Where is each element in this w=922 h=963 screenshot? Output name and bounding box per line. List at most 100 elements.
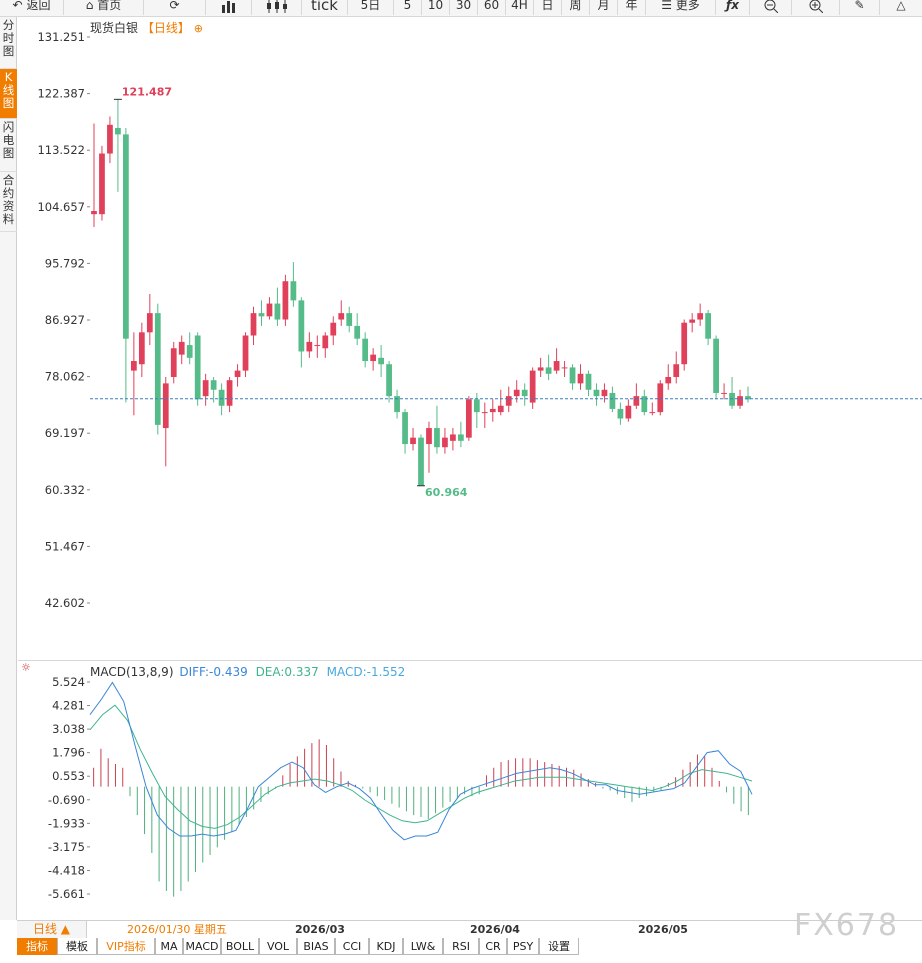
candle-body (91, 210, 97, 215)
candle-body (362, 338, 369, 362)
tab-lwr[interactable]: LW& (403, 938, 443, 955)
candle-body (354, 325, 361, 339)
price-tick-label: 78.062 (45, 370, 85, 384)
date-label-apr: 2026/04 (470, 923, 520, 936)
macd-diff-value: DIFF:-0.439 (179, 665, 248, 679)
left-sidebar: 分时图 K线图 闪电图 合约资料 (0, 17, 17, 920)
tab-kdj[interactable]: KDJ (369, 938, 403, 955)
tab-psy[interactable]: PSY (507, 938, 539, 955)
tab-settings[interactable]: 设置 (539, 938, 579, 955)
period-10min[interactable]: 10 (422, 0, 450, 15)
period-5min[interactable]: 5 (394, 0, 422, 15)
menu-icon: ☰ (661, 0, 672, 12)
period-week[interactable]: 周 (562, 0, 590, 15)
candle-body (99, 153, 105, 215)
high-price-label: 121.487 (122, 85, 172, 98)
candle-body (298, 300, 305, 352)
main-chart-area: 131.251 122.387 113.522 104.657 95.792 86.927… (37, 30, 922, 610)
sidebar-item-kline[interactable]: K线图 (0, 69, 17, 119)
more-button[interactable]: ☰ 更多 (646, 0, 716, 15)
candle-body (553, 361, 560, 371)
indicator-tabs: 指标 模板 VIP指标 MA MACD BOLL VOL BIAS CCI KD… (17, 938, 922, 955)
candle-body (585, 373, 592, 390)
tab-boll[interactable]: BOLL (221, 938, 259, 955)
price-tick-label: 131.251 (37, 30, 85, 44)
home-button[interactable]: ⌂ 首页 (64, 0, 144, 15)
back-button[interactable]: ↶ 返回 (0, 0, 64, 15)
tab-indicator[interactable]: 指标 (17, 938, 57, 955)
candle-body (737, 396, 743, 406)
macd-settings-icon[interactable]: ☼ (21, 661, 31, 674)
tab-cci[interactable]: CCI (335, 938, 369, 955)
candle-body (497, 405, 504, 413)
candle-body (545, 367, 552, 374)
period-day[interactable]: 日 (534, 0, 562, 15)
candle-body (162, 383, 169, 429)
period-5day[interactable]: 5日 (348, 0, 394, 15)
candle-body (314, 345, 321, 347)
tick-button[interactable]: tick (302, 0, 348, 15)
candle-body (138, 332, 145, 365)
sidebar-item-flash[interactable]: 闪电图 (0, 119, 17, 172)
candle-body (107, 124, 113, 154)
period-label: 【日线】 (141, 21, 190, 35)
candle-body (513, 389, 520, 397)
back-arrow-icon: ↶ (12, 0, 23, 12)
line-tool-button[interactable]: △ (880, 0, 922, 15)
sidebar-item-contract-info[interactable]: 合约资料 (0, 172, 17, 232)
candlestick-icon (266, 0, 287, 13)
candle-body (681, 322, 688, 365)
price-tick-label: 42.602 (45, 596, 85, 610)
tab-ma[interactable]: MA (155, 938, 183, 955)
macd-tick-label: 4.281 (52, 699, 85, 713)
tab-vol[interactable]: VOL (259, 938, 297, 955)
period-year[interactable]: 年 (618, 0, 646, 15)
candle-body (402, 412, 408, 445)
candle-body (529, 370, 536, 403)
candle-body (673, 364, 680, 377)
macd-header: MACD(13,8,9) DIFF:-0.439 DEA:0.337 MACD:… (90, 665, 405, 679)
candle-body (458, 434, 464, 441)
price-tick-label: 51.467 (45, 539, 85, 553)
candle-style-button[interactable] (252, 0, 302, 15)
chart-type-button[interactable] (206, 0, 252, 15)
candle-body (505, 396, 512, 406)
refresh-button[interactable]: ⟳ (144, 0, 206, 15)
candle-body (569, 367, 576, 384)
macd-tick-label: -3.175 (48, 840, 85, 854)
refresh-icon: ⟳ (169, 0, 180, 12)
candle-body (234, 370, 241, 377)
draw-button[interactable]: ✎ (840, 0, 880, 15)
candle-body (330, 322, 337, 336)
candle-body (306, 341, 313, 352)
candle-body (258, 313, 265, 317)
tab-template[interactable]: 模板 (57, 938, 97, 955)
zoom-in-button[interactable] (792, 0, 840, 15)
top-toolbar: ↶ 返回 ⌂ 首页 ⟳ tick 5日 5 10 30 60 4H 日 周 月 … (0, 0, 922, 17)
candle-body (202, 380, 209, 397)
candle-body (370, 354, 377, 362)
sidebar-item-timeshare[interactable]: 分时图 (0, 17, 17, 69)
tab-rsi[interactable]: RSI (443, 938, 479, 955)
tab-vip-indicator[interactable]: VIP指标 (97, 938, 155, 955)
candle-body (210, 380, 217, 390)
add-compare-icon[interactable]: ⊕ (193, 22, 203, 35)
function-button[interactable]: ƒx (716, 0, 750, 15)
period-select[interactable]: 日线 ▲ (17, 921, 87, 938)
chart-title: 现货白银 【日线】 ⊕ (90, 19, 203, 36)
home-label: 首页 (97, 0, 122, 12)
period-month[interactable]: 月 (590, 0, 618, 15)
period-30min[interactable]: 30 (450, 0, 478, 15)
period-60min[interactable]: 60 (478, 0, 506, 15)
tab-macd[interactable]: MACD (183, 938, 221, 955)
tab-cr[interactable]: CR (479, 938, 507, 955)
more-label: 更多 (675, 0, 700, 12)
period-4h[interactable]: 4H (506, 0, 534, 15)
tab-bias[interactable]: BIAS (297, 938, 335, 955)
candle-body (338, 313, 345, 320)
zoom-out-button[interactable] (750, 0, 792, 15)
candle-body (689, 319, 696, 323)
candle-body (346, 313, 353, 326)
pen-icon: ✎ (854, 0, 865, 12)
